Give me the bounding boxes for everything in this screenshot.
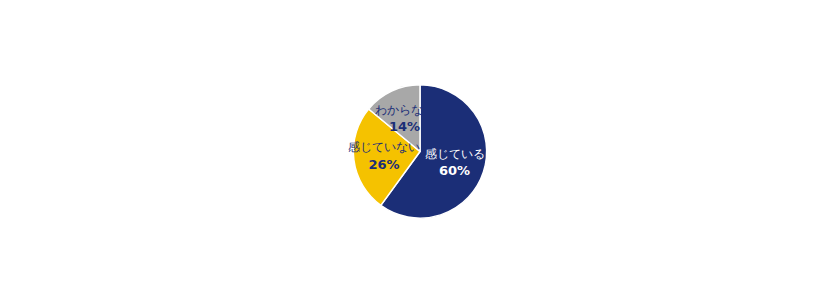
svg-text:感じていない: 感じていない bbox=[348, 140, 420, 154]
svg-text:感じている: 感じている bbox=[425, 147, 485, 161]
svg-text:14%: 14% bbox=[389, 119, 420, 134]
svg-text:わからない: わからない bbox=[375, 103, 435, 117]
svg-text:60%: 60% bbox=[439, 163, 470, 178]
svg-text:26%: 26% bbox=[368, 157, 399, 172]
